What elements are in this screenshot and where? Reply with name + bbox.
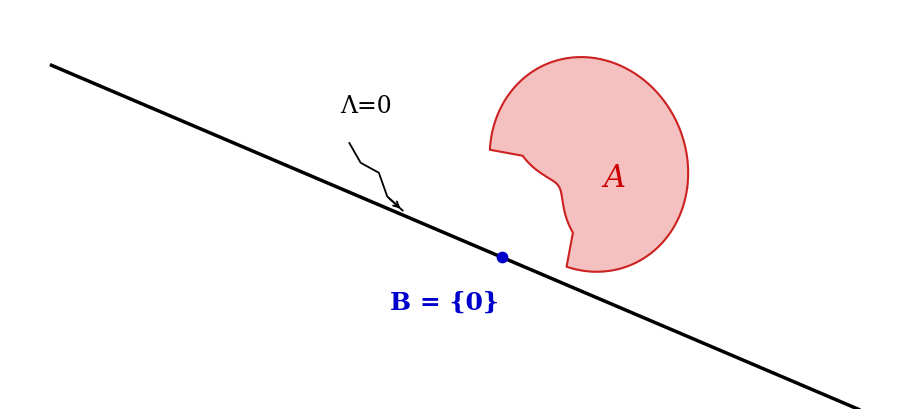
Point bbox=[495, 254, 510, 261]
Text: A: A bbox=[603, 163, 625, 194]
Polygon shape bbox=[490, 58, 688, 272]
Text: B = {0}: B = {0} bbox=[390, 290, 499, 314]
Text: Λ=0: Λ=0 bbox=[340, 94, 392, 118]
